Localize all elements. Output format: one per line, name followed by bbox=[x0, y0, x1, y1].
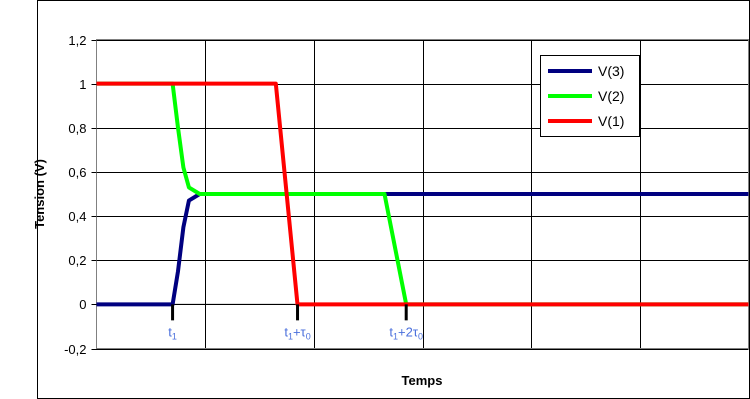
x-axis-title: Temps bbox=[402, 373, 443, 388]
time-markers: t1 t1+τ0 t1+2τ0 bbox=[168, 304, 423, 341]
y-tick-label: 0,4 bbox=[68, 209, 86, 224]
y-tick-label: -0,2 bbox=[64, 342, 86, 357]
legend-label-1: V(3) bbox=[598, 63, 624, 79]
y-tick-label: 0,8 bbox=[68, 121, 86, 136]
legend-label-3: V(1) bbox=[598, 113, 624, 129]
marker-label-3: t1+2τ0 bbox=[389, 324, 423, 341]
marker-label-1: t1 bbox=[168, 324, 177, 341]
y-axis-ticks: -0,2 0 0,2 0,4 0,6 0,8 1 1,2 bbox=[64, 33, 97, 357]
marker-label-2: t1+τ0 bbox=[284, 324, 310, 341]
y-tick-label: 1,2 bbox=[68, 33, 86, 48]
y-tick-label: 0 bbox=[79, 297, 86, 312]
legend: V(3) V(2) V(1) bbox=[540, 55, 640, 137]
y-tick-label: 0,2 bbox=[68, 253, 86, 268]
legend-label-2: V(2) bbox=[598, 88, 624, 104]
y-tick-label: 0,6 bbox=[68, 165, 86, 180]
y-tick-label: 1 bbox=[79, 77, 86, 92]
y-axis-title: Tension (V) bbox=[32, 159, 47, 229]
series-line-2 bbox=[96, 81, 749, 307]
